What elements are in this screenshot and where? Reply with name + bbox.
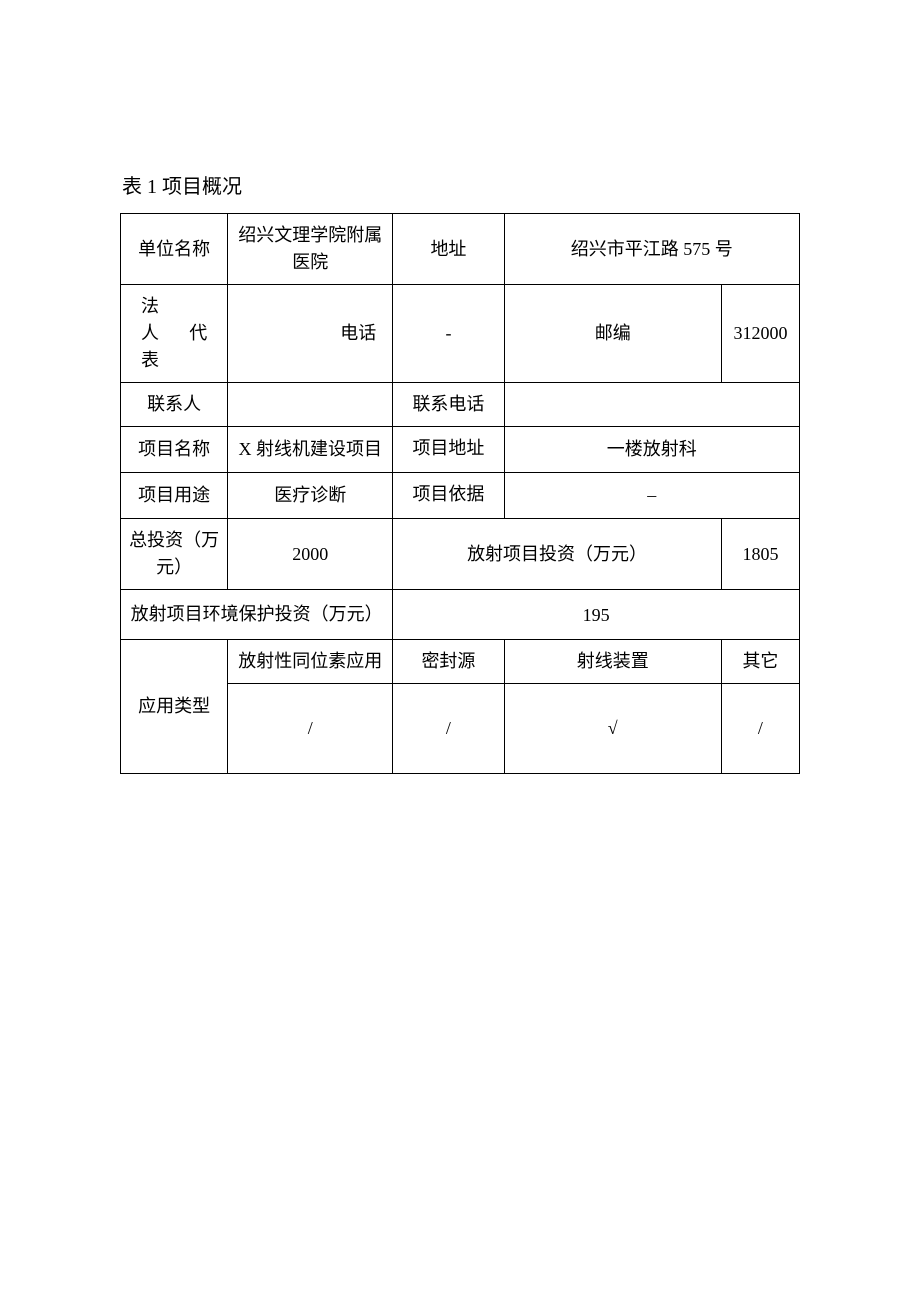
table-title: 表 1 项目概况 — [120, 170, 800, 199]
value-project-use: 医疗诊断 — [228, 473, 393, 519]
value-project-name: X 射线机建设项目 — [228, 427, 393, 473]
label-address: 地址 — [393, 214, 504, 285]
table-row: 单位名称 绍兴文理学院附属医院 地址 绍兴市平江路 575 号 — [121, 214, 800, 285]
value-isotope: / — [228, 684, 393, 774]
label-company-name: 单位名称 — [121, 214, 228, 285]
value-ray-device: √ — [504, 684, 721, 774]
label-phone: 电话 — [228, 285, 393, 383]
value-company-name: 绍兴文理学院附属医院 — [228, 214, 393, 285]
table-row: 项目用途 医疗诊断 项目依据 – — [121, 473, 800, 519]
label-other: 其它 — [721, 640, 799, 684]
value-total-investment: 2000 — [228, 519, 393, 590]
value-env-protection-investment: 195 — [393, 590, 800, 640]
label-env-protection-investment: 放射项目环境保护投资（万元） — [121, 590, 393, 640]
label-project-address: 项目地址 — [393, 427, 504, 473]
value-contact-phone — [504, 383, 799, 427]
label-sealed-source: 密封源 — [393, 640, 504, 684]
label-project-name: 项目名称 — [121, 427, 228, 473]
value-project-address: 一楼放射科 — [504, 427, 799, 473]
label-postcode: 邮编 — [504, 285, 721, 383]
value-other: / — [721, 684, 799, 774]
label-contact: 联系人 — [121, 383, 228, 427]
value-address: 绍兴市平江路 575 号 — [504, 214, 799, 285]
label-total-investment: 总投资（万元） — [121, 519, 228, 590]
value-radiation-investment: 1805 — [721, 519, 799, 590]
project-overview-table: 单位名称 绍兴文理学院附属医院 地址 绍兴市平江路 575 号 法 人代 表 电… — [120, 213, 800, 774]
label-radiation-investment: 放射项目投资（万元） — [393, 519, 722, 590]
label-app-type: 应用类型 — [121, 640, 228, 774]
table-row: 项目名称 X 射线机建设项目 项目地址 一楼放射科 — [121, 427, 800, 473]
table-row: 总投资（万元） 2000 放射项目投资（万元） 1805 — [121, 519, 800, 590]
label-isotope: 放射性同位素应用 — [228, 640, 393, 684]
label-legal-rep: 法 人代 表 — [121, 285, 228, 383]
table-row: 联系人 联系电话 — [121, 383, 800, 427]
label-contact-phone: 联系电话 — [393, 383, 504, 427]
label-project-basis: 项目依据 — [393, 473, 504, 519]
value-postcode: 312000 — [721, 285, 799, 383]
value-phone: - — [393, 285, 504, 383]
label-project-use: 项目用途 — [121, 473, 228, 519]
value-contact — [228, 383, 393, 427]
table-row: 应用类型 放射性同位素应用 密封源 射线装置 其它 — [121, 640, 800, 684]
value-sealed-source: / — [393, 684, 504, 774]
label-ray-device: 射线装置 — [504, 640, 721, 684]
table-row: 法 人代 表 电话 - 邮编 312000 — [121, 285, 800, 383]
table-row: 放射项目环境保护投资（万元） 195 — [121, 590, 800, 640]
value-project-basis: – — [504, 473, 799, 519]
